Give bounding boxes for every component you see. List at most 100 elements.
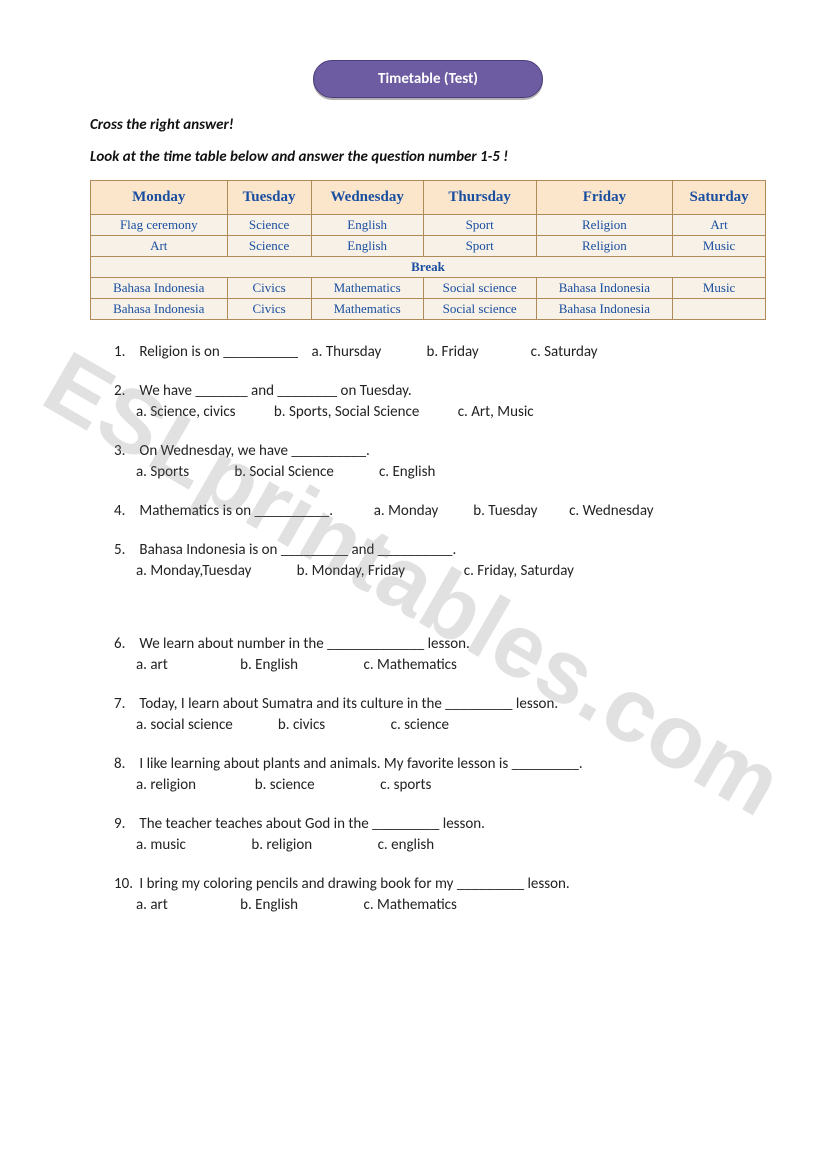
cell: Religion — [536, 215, 673, 236]
qtext: I bring my coloring pencils and drawing … — [139, 875, 569, 893]
instruction-2: Look at the time table below and answer … — [90, 148, 766, 166]
qnum: 4. — [114, 501, 136, 522]
option-b[interactable]: b. religion — [251, 835, 312, 856]
timetable-row-2: Art Science English Sport Religion Music — [91, 236, 766, 257]
cell: English — [311, 215, 423, 236]
option-a[interactable]: a. social science — [136, 715, 233, 736]
cell: Science — [227, 236, 311, 257]
option-a[interactable]: a. Sports — [136, 462, 189, 483]
cell: Flag ceremony — [91, 215, 228, 236]
timetable: Monday Tuesday Wednesday Thursday Friday… — [90, 180, 766, 320]
option-a[interactable]: a. art — [136, 655, 168, 676]
header-sat: Saturday — [673, 181, 766, 215]
cell: Bahasa Indonesia — [536, 299, 673, 320]
cell: Sport — [423, 215, 536, 236]
qtext: On Wednesday, we have __________. — [139, 442, 369, 460]
option-b[interactable]: b. civics — [278, 715, 325, 736]
qnum: 9. — [114, 814, 136, 835]
option-c[interactable]: c. english — [378, 835, 435, 856]
option-c[interactable]: c. sports — [380, 775, 431, 796]
timetable-header-row: Monday Tuesday Wednesday Thursday Friday… — [91, 181, 766, 215]
timetable-row-4: Bahasa Indonesia Civics Mathematics Soci… — [91, 299, 766, 320]
cell: Art — [673, 215, 766, 236]
page-title: Timetable (Test) — [313, 60, 543, 98]
option-b[interactable]: b. English — [240, 895, 298, 916]
question-5: 5. Bahasa Indonesia is on _________ and … — [114, 540, 766, 582]
option-a[interactable]: a. music — [136, 835, 186, 856]
question-3: 3. On Wednesday, we have __________. a. … — [114, 441, 766, 483]
questions-block: 1. Religion is on __________ a. Thursday… — [114, 342, 766, 916]
cell: Social science — [423, 299, 536, 320]
option-c[interactable]: c. Mathematics — [364, 895, 457, 916]
cell: Science — [227, 215, 311, 236]
qtext: We have _______ and ________ on Tuesday. — [139, 382, 411, 400]
question-10: 10. I bring my coloring pencils and draw… — [114, 874, 766, 916]
cell: Music — [673, 236, 766, 257]
cell: Art — [91, 236, 228, 257]
qtext: Today, I learn about Sumatra and its cul… — [139, 695, 558, 713]
qnum: 7. — [114, 694, 136, 715]
question-4: 4. Mathematics is on __________. a. Mond… — [114, 501, 766, 522]
cell — [673, 299, 766, 320]
option-b[interactable]: b. Friday — [427, 342, 479, 363]
option-a[interactable]: a. religion — [136, 775, 196, 796]
option-c[interactable]: c. Saturday — [531, 342, 598, 363]
question-1: 1. Religion is on __________ a. Thursday… — [114, 342, 766, 363]
cell: Bahasa Indonesia — [91, 278, 228, 299]
option-c[interactable]: c. Mathematics — [364, 655, 457, 676]
cell: Religion — [536, 236, 673, 257]
option-a[interactable]: a. Monday — [374, 501, 439, 522]
option-c[interactable]: c. Friday, Saturday — [464, 561, 574, 582]
option-b[interactable]: b. Social Science — [234, 462, 334, 483]
question-9: 9. The teacher teaches about God in the … — [114, 814, 766, 856]
question-8: 8. I like learning about plants and anim… — [114, 754, 766, 796]
qtext: The teacher teaches about God in the ___… — [139, 815, 485, 833]
cell: Music — [673, 278, 766, 299]
cell: Civics — [227, 278, 311, 299]
cell: Bahasa Indonesia — [536, 278, 673, 299]
option-a[interactable]: a. art — [136, 895, 168, 916]
qnum: 5. — [114, 540, 136, 561]
option-c[interactable]: c. Wednesday — [569, 501, 653, 522]
qtext: Mathematics is on __________. — [139, 502, 333, 520]
cell: Social science — [423, 278, 536, 299]
option-c[interactable]: c. Art, Music — [458, 402, 534, 423]
option-b[interactable]: b. Tuesday — [473, 501, 537, 522]
option-b[interactable]: b. English — [240, 655, 298, 676]
option-a[interactable]: a. Thursday — [312, 342, 382, 363]
timetable-break-row: Break — [91, 257, 766, 278]
header-thu: Thursday — [423, 181, 536, 215]
cell: Mathematics — [311, 278, 423, 299]
question-7: 7. Today, I learn about Sumatra and its … — [114, 694, 766, 736]
break-cell: Break — [91, 257, 766, 278]
question-6: 6. We learn about number in the ________… — [114, 634, 766, 676]
header-fri: Friday — [536, 181, 673, 215]
qnum: 1. — [114, 342, 136, 363]
qtext: Bahasa Indonesia is on _________ and ___… — [139, 541, 456, 559]
header-mon: Monday — [91, 181, 228, 215]
qnum: 2. — [114, 381, 136, 402]
header-tue: Tuesday — [227, 181, 311, 215]
qnum: 6. — [114, 634, 136, 655]
question-2: 2. We have _______ and ________ on Tuesd… — [114, 381, 766, 423]
cell: Mathematics — [311, 299, 423, 320]
worksheet-page: Timetable (Test) Cross the right answer!… — [0, 0, 826, 974]
option-c[interactable]: c. science — [391, 715, 449, 736]
option-a[interactable]: a. Monday,Tuesday — [136, 561, 251, 582]
qtext: We learn about number in the ___________… — [139, 635, 469, 653]
qnum: 10. — [114, 874, 136, 895]
option-a[interactable]: a. Science, civics — [136, 402, 236, 423]
header-wed: Wednesday — [311, 181, 423, 215]
qtext: Religion is on __________ — [139, 343, 298, 361]
qtext: I like learning about plants and animals… — [139, 755, 582, 773]
option-c[interactable]: c. English — [379, 462, 435, 483]
cell: Civics — [227, 299, 311, 320]
option-b[interactable]: b. Sports, Social Science — [274, 402, 419, 423]
instruction-1: Cross the right answer! — [90, 116, 766, 134]
qnum: 3. — [114, 441, 136, 462]
cell: English — [311, 236, 423, 257]
cell: Bahasa Indonesia — [91, 299, 228, 320]
qnum: 8. — [114, 754, 136, 775]
option-b[interactable]: b. Monday, Friday — [297, 561, 405, 582]
option-b[interactable]: b. science — [255, 775, 315, 796]
